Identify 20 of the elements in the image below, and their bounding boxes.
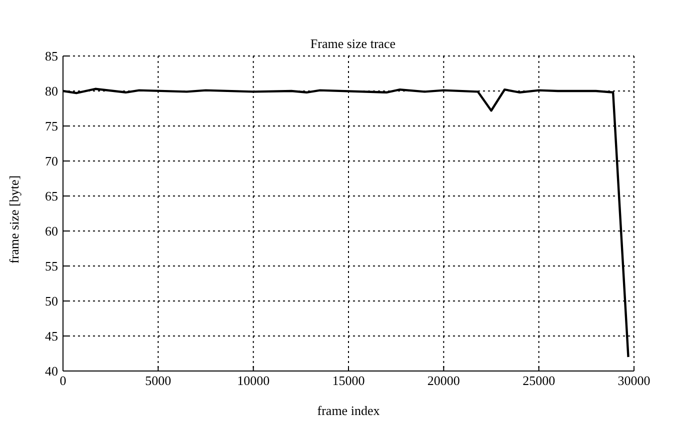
- y-tick-label: 50: [45, 294, 58, 309]
- x-tick-label: 25000: [522, 373, 556, 388]
- y-tick-label: 60: [45, 224, 58, 239]
- y-tick-label: 70: [45, 154, 58, 169]
- y-axis-title: frame size [byte]: [6, 175, 22, 264]
- x-tick-label: 20000: [427, 373, 460, 388]
- y-tick-label: 65: [45, 188, 58, 204]
- x-tick-label: 15000: [332, 373, 365, 388]
- x-tick-label: 30000: [618, 373, 650, 388]
- x-axis-title: frame index: [317, 403, 380, 418]
- y-tick-label: 45: [45, 328, 58, 344]
- x-tick-label: 0: [60, 373, 66, 388]
- chart-title: Frame size trace: [310, 36, 396, 51]
- y-tick-label: 85: [45, 48, 58, 64]
- y-tick-label: 55: [45, 258, 58, 274]
- x-tick-label: 10000: [237, 373, 270, 388]
- y-tick-label: 75: [45, 118, 58, 134]
- y-tick-label: 40: [45, 364, 58, 379]
- x-tick-label: 5000: [145, 373, 172, 388]
- y-tick-label: 80: [45, 84, 58, 99]
